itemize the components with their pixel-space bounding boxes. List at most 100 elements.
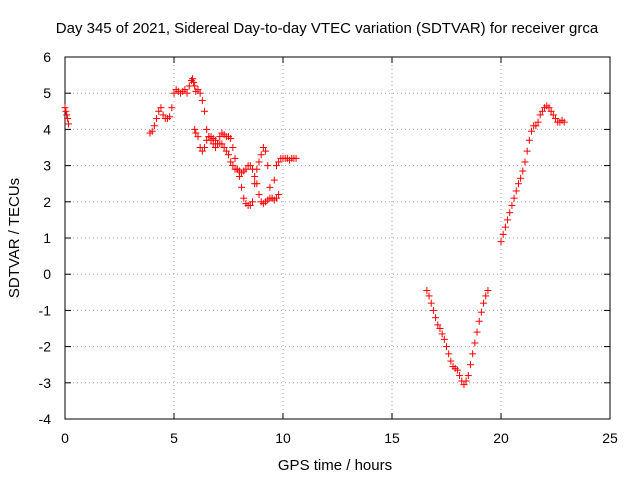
data-point <box>508 201 516 209</box>
data-point <box>480 299 488 307</box>
data-point <box>229 144 237 151</box>
data-point <box>220 144 228 151</box>
y-tick-label: -3 <box>39 375 52 391</box>
data-point <box>547 107 555 115</box>
data-point <box>64 115 72 123</box>
data-point <box>436 325 444 332</box>
x-tick-label: 25 <box>602 430 618 446</box>
data-point <box>423 286 431 294</box>
data-point <box>447 357 455 365</box>
data-point <box>292 154 300 162</box>
data-point <box>464 372 472 380</box>
data-point <box>466 361 474 369</box>
data-point <box>191 82 199 90</box>
data-point <box>216 133 224 141</box>
x-tick-label: 15 <box>384 430 400 446</box>
data-point <box>242 165 250 173</box>
data-point <box>166 113 174 121</box>
data-point <box>150 122 158 130</box>
y-tick-label: 5 <box>43 85 51 101</box>
data-point <box>190 78 198 86</box>
data-point <box>504 216 512 224</box>
data-point <box>257 151 265 159</box>
data-point <box>425 292 433 300</box>
data-point <box>251 172 259 180</box>
data-point <box>222 147 230 155</box>
data-point <box>272 162 280 170</box>
y-axis-label: SDTVAR / TECUs <box>6 178 23 298</box>
data-point <box>191 125 199 133</box>
data-point <box>499 230 507 238</box>
data-point <box>528 127 536 135</box>
data-point <box>275 191 283 199</box>
data-points <box>61 75 568 389</box>
data-point <box>255 158 263 166</box>
data-point <box>545 104 553 112</box>
y-tick-label: 0 <box>43 266 51 282</box>
data-point <box>514 180 522 188</box>
data-point <box>469 350 477 358</box>
data-point <box>248 165 256 173</box>
data-point <box>62 107 70 115</box>
axis-ticks: 0 5 10 15 20 25 -4 -3 -2 -1 0 1 2 3 4 5 6 <box>39 49 618 446</box>
data-point <box>525 136 533 144</box>
data-point <box>168 104 176 112</box>
data-point <box>63 111 71 119</box>
data-point <box>432 314 440 322</box>
data-point <box>517 174 525 182</box>
y-tick-label: 6 <box>43 49 51 65</box>
data-point <box>512 187 520 195</box>
data-point <box>201 144 209 151</box>
data-point <box>157 104 165 112</box>
data-point <box>475 317 483 325</box>
data-point <box>262 147 270 155</box>
y-tick-label: 2 <box>43 194 51 210</box>
data-point <box>453 366 461 374</box>
data-point <box>192 129 200 137</box>
data-point <box>253 180 261 188</box>
data-point <box>473 328 481 336</box>
data-point <box>266 183 274 191</box>
data-point <box>482 292 490 300</box>
chart-title: Day 345 of 2021, Sidereal Day-to-day VTE… <box>56 20 599 37</box>
data-point <box>477 308 485 316</box>
data-point <box>225 151 232 159</box>
data-point <box>427 299 435 307</box>
data-point <box>246 162 254 170</box>
y-tick-label: 4 <box>43 121 51 137</box>
data-point <box>203 136 211 144</box>
y-tick-label: -4 <box>39 411 52 427</box>
data-point <box>501 223 509 231</box>
data-point <box>534 118 542 126</box>
data-point <box>521 158 529 166</box>
data-point <box>170 89 178 97</box>
data-point <box>198 147 206 155</box>
data-point <box>440 335 448 343</box>
data-point <box>438 330 446 338</box>
data-point <box>238 183 246 191</box>
data-point <box>506 209 514 217</box>
data-point <box>560 118 568 126</box>
data-point <box>445 350 453 358</box>
data-point <box>194 86 202 94</box>
data-point <box>519 167 527 175</box>
x-axis-label: GPS time / hours <box>278 457 392 474</box>
data-point <box>203 125 211 133</box>
y-tick-label: -2 <box>39 339 52 355</box>
x-tick-label: 10 <box>275 430 291 446</box>
data-point <box>159 111 167 119</box>
data-point <box>227 134 235 142</box>
data-point <box>255 191 263 199</box>
data-point <box>153 115 161 123</box>
data-point <box>181 86 189 94</box>
data-point <box>497 238 505 246</box>
data-point <box>272 194 280 202</box>
data-point <box>536 111 544 119</box>
data-point <box>264 162 272 170</box>
data-point <box>484 286 492 294</box>
data-point <box>240 194 248 202</box>
data-point <box>218 140 226 148</box>
data-point <box>189 75 197 83</box>
data-point <box>231 154 239 162</box>
